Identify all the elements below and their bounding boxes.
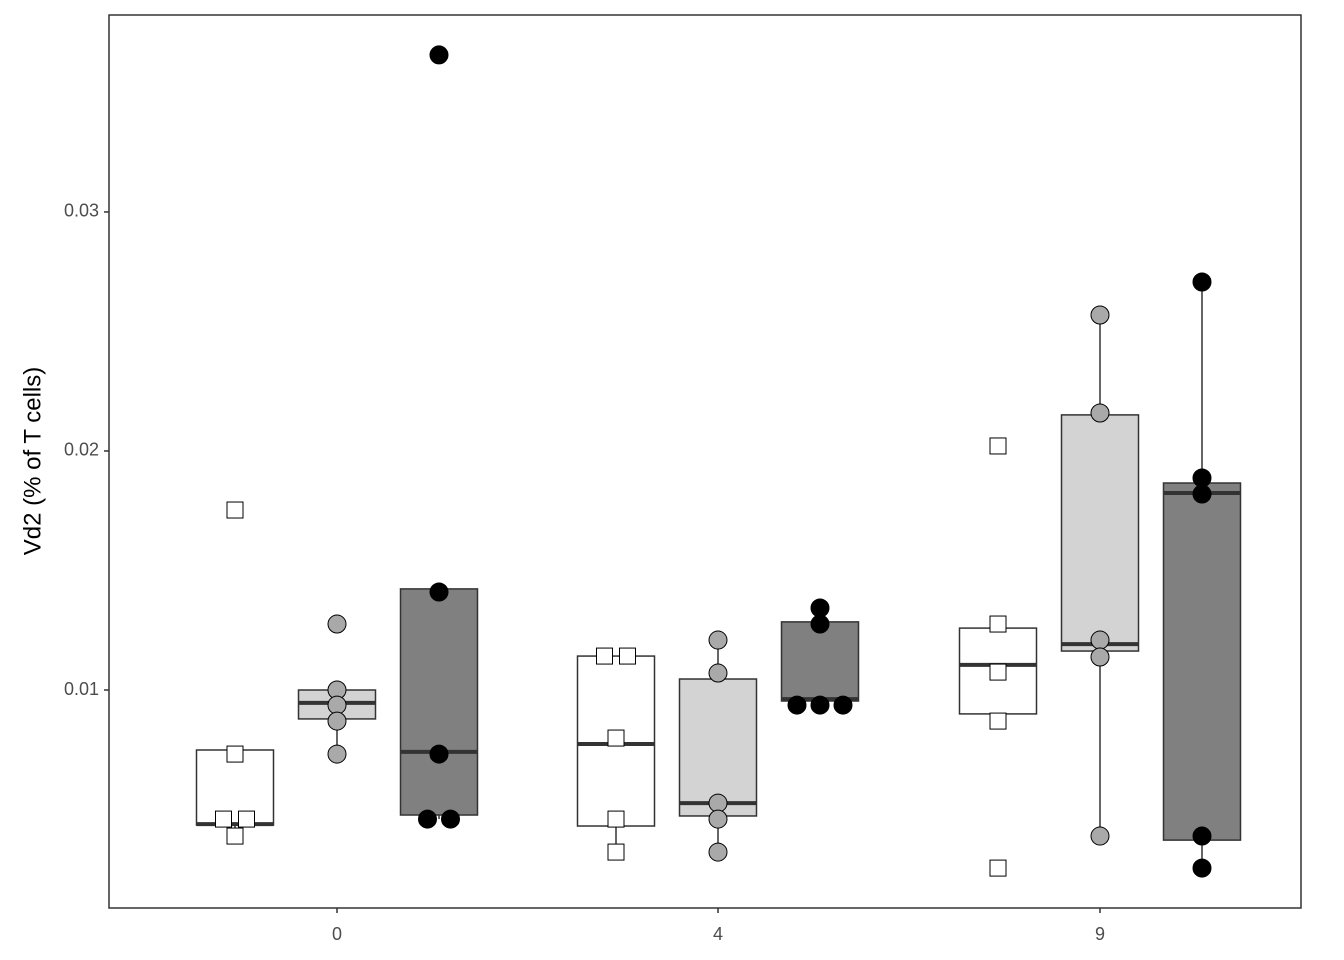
point bbox=[810, 695, 830, 715]
point bbox=[1192, 272, 1212, 292]
point bbox=[429, 744, 449, 764]
point bbox=[418, 809, 437, 829]
point bbox=[226, 745, 244, 763]
point bbox=[708, 793, 728, 813]
box bbox=[1060, 414, 1140, 652]
point bbox=[429, 45, 449, 65]
point bbox=[989, 712, 1007, 730]
point bbox=[327, 695, 347, 715]
point bbox=[1192, 858, 1212, 878]
point bbox=[596, 647, 613, 665]
x-tick-label: 4 bbox=[713, 924, 723, 944]
point bbox=[810, 614, 830, 634]
y-tick-label: 0.01 bbox=[64, 679, 99, 699]
box bbox=[1162, 482, 1242, 841]
point bbox=[327, 744, 347, 764]
point bbox=[708, 842, 728, 862]
point bbox=[1090, 826, 1110, 846]
point bbox=[708, 663, 728, 683]
point bbox=[1192, 826, 1212, 846]
point bbox=[429, 582, 449, 602]
point bbox=[787, 695, 807, 715]
point bbox=[327, 711, 347, 731]
point bbox=[226, 501, 244, 519]
y-tick-label: 0.02 bbox=[64, 440, 99, 460]
x-tick-label: 9 bbox=[1095, 924, 1105, 944]
box bbox=[399, 588, 479, 816]
point bbox=[989, 663, 1007, 681]
point bbox=[989, 859, 1007, 877]
point bbox=[327, 614, 347, 634]
point bbox=[1090, 305, 1110, 325]
point bbox=[1090, 403, 1110, 423]
point bbox=[441, 809, 460, 829]
point bbox=[708, 630, 728, 650]
point bbox=[607, 843, 625, 861]
point bbox=[1090, 647, 1110, 667]
point bbox=[238, 810, 255, 828]
box bbox=[678, 678, 758, 817]
y-tick-label: 0.03 bbox=[64, 201, 99, 221]
point bbox=[1192, 484, 1212, 504]
point bbox=[833, 695, 853, 715]
point bbox=[989, 437, 1007, 455]
point bbox=[226, 827, 244, 845]
box bbox=[780, 621, 860, 702]
point bbox=[619, 647, 636, 665]
point bbox=[810, 598, 830, 618]
point bbox=[1192, 468, 1212, 488]
point bbox=[607, 810, 625, 828]
point bbox=[1090, 630, 1110, 650]
point bbox=[215, 810, 232, 828]
point bbox=[607, 729, 625, 747]
point bbox=[708, 809, 728, 829]
y-axis-title: Vd2 (% of T cells) bbox=[19, 367, 46, 556]
x-tick-label: 0 bbox=[332, 924, 342, 944]
point bbox=[989, 615, 1007, 633]
